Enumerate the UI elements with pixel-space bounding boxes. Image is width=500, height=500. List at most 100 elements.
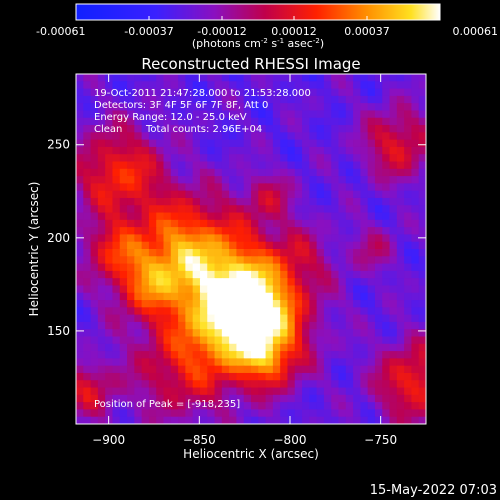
heatmap-cell [178,197,186,206]
heatmap-cell [90,278,99,287]
heatmap-cell [404,241,413,250]
heatmap-cell [323,146,332,155]
heatmap-cell [265,351,274,359]
heatmap-cell [192,132,201,141]
heatmap-cell [345,402,354,411]
heatmap-cell [141,227,150,236]
heatmap-cell [360,351,369,359]
heatmap-cell [287,103,296,112]
heatmap-cell [331,365,340,374]
heatmap-cell [382,125,391,133]
heatmap-cell [338,387,347,396]
heatmap-cell [207,263,216,272]
heatmap-cell [353,270,361,279]
heatmap-cell [272,278,281,287]
heatmap-cell [272,314,281,323]
heatmap-cell [287,197,296,206]
heatmap-cell [97,365,106,374]
heatmap-cell [309,241,318,250]
heatmap-cell [243,81,252,90]
heatmap-cell [229,103,238,112]
heatmap-cell [214,176,223,184]
heatmap-cell [76,409,84,418]
heatmap-cell [382,300,391,308]
heatmap-cell [76,278,84,287]
heatmap-cell [396,285,405,294]
heatmap-cell [331,394,340,403]
heatmap-cell [163,307,172,316]
heatmap-cell [199,117,208,126]
heatmap-cell [112,132,121,141]
heatmap-cell [294,343,303,352]
heatmap-cell [389,358,398,367]
heatmap-cell [360,88,369,97]
heatmap-cell [345,205,354,214]
heatmap-cell [236,154,245,163]
heatmap-cell [170,183,179,192]
heatmap-cell [251,88,259,97]
heatmap-cell [97,219,106,228]
heatmap-cell [90,300,99,308]
heatmap-cell [127,81,135,90]
heatmap-cell [229,146,238,155]
heatmap-cell [411,372,420,381]
heatmap-cell [396,307,405,316]
heatmap-cell [192,249,201,257]
heatmap-cell [76,168,84,177]
heatmap-cell [90,241,99,250]
heatmap-cell [309,263,318,272]
heatmap-cell [199,88,208,97]
heatmap-cell [280,183,289,192]
heatmap-cell [112,88,121,97]
heatmap-cell [112,154,121,163]
heatmap-cell [309,394,318,403]
heatmap-cell [97,409,106,418]
heatmap-cell [127,285,135,294]
heatmap-cell [323,176,332,184]
heatmap-cell [156,139,165,148]
heatmap-cell [97,212,106,221]
heatmap-cell [192,110,201,119]
heatmap-cell [287,387,296,396]
heatmap-cell [207,110,216,119]
heatmap-cell [323,387,332,396]
heatmap-cell [97,110,106,119]
heatmap-cell [272,161,281,170]
heatmap-cell [134,387,143,396]
heatmap-cell [105,300,114,308]
heatmap-cell [83,314,92,323]
heatmap-cell [105,190,114,199]
heatmap-cell [272,241,281,250]
heatmap-cell [105,314,114,323]
heatmap-cell [156,270,165,279]
heatmap-cell [323,292,332,301]
colorbar: -0.00061 -0.00037 -0.00012 0.00012 0.00037 0.… [36,3,498,50]
heatmap-cell [243,249,252,257]
heatmap-cell [141,307,150,316]
heatmap-cell [360,95,369,104]
heatmap-cell [199,219,208,228]
heatmap-cell [251,387,259,396]
heatmap-cell [163,416,172,424]
heatmap-cell [360,416,369,424]
heatmap-cell [374,81,383,90]
heatmap-cell [316,132,325,141]
heatmap-cell [134,103,143,112]
heatmap-cell [83,125,92,133]
heatmap-cell [192,402,201,411]
heatmap-cell [148,146,157,155]
heatmap-cell [97,227,106,236]
heatmap-cell [316,416,325,424]
heatmap-cell [236,358,245,367]
heatmap-cell [404,132,413,141]
heatmap-cell [207,402,216,411]
heatmap-cell [207,292,216,301]
heatmap-cell [258,343,267,352]
heatmap-cell [199,365,208,374]
heatmap-cell [76,351,84,359]
heatmap-cell [353,292,361,301]
heatmap-cell [141,190,150,199]
heatmap-cell [309,416,318,424]
heatmap-cell [265,314,274,323]
heatmap-cell [338,402,347,411]
